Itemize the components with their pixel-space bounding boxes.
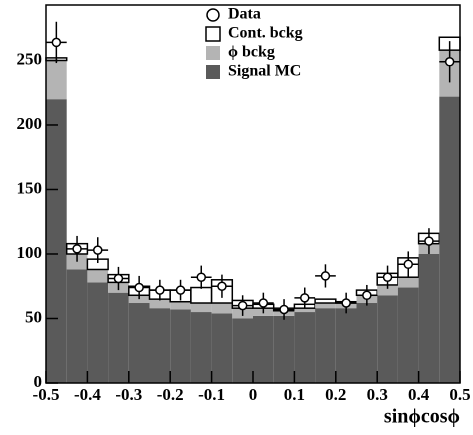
bar-segment [315, 308, 336, 383]
data-point [279, 304, 289, 315]
y-tick-label: 200 [17, 114, 43, 133]
y-tick-label: 50 [25, 307, 42, 326]
data-point [51, 37, 62, 48]
data-point [175, 285, 186, 295]
data-point [72, 244, 82, 254]
data-point [155, 285, 165, 295]
x-tick-label: -0.4 [74, 385, 101, 404]
x-tick-label: -0.2 [157, 385, 184, 404]
data-point [237, 300, 248, 311]
bar-segment [253, 315, 274, 383]
x-tick-label: 0.4 [408, 385, 430, 404]
data-point [424, 236, 434, 246]
data-point [113, 273, 124, 284]
data-point [217, 281, 227, 291]
data-point [196, 272, 206, 282]
legend-label: Signal MC [228, 63, 301, 80]
bar-segment [128, 303, 150, 383]
data-point [134, 282, 144, 293]
legend-label: ϕ bckg [228, 44, 275, 61]
bar-segment [46, 99, 67, 383]
bar-segment [211, 313, 233, 383]
legend-label: Cont. bckg [228, 25, 303, 42]
bar-segment [356, 303, 378, 383]
bar-segment [232, 318, 253, 383]
bar-segment [397, 287, 419, 383]
legend-swatch [205, 26, 221, 42]
bar-segment [335, 308, 357, 383]
bar-segment [190, 303, 212, 313]
bar-segment [377, 284, 398, 296]
data-point [258, 298, 269, 308]
bar-segment [170, 309, 191, 383]
y-tick-label: 150 [17, 178, 43, 197]
bar-segment [190, 312, 212, 383]
x-tick-label: 0.3 [367, 385, 388, 404]
bar-segment [170, 301, 191, 310]
bar-segment [439, 96, 460, 384]
x-tick-label: 0.2 [325, 385, 346, 404]
data-point [444, 57, 455, 67]
x-tick-label: 0 [249, 385, 258, 404]
bar-segment [211, 303, 233, 314]
bar-segment [46, 60, 67, 100]
bar-segment [294, 312, 316, 383]
bar-segment [108, 292, 129, 383]
x-tick-label: -0.5 [33, 385, 60, 404]
bar-segment [87, 282, 109, 383]
data-point [341, 298, 351, 308]
y-tick-label: 250 [17, 49, 43, 68]
bar-segment [315, 303, 336, 309]
x-tick-label: 0.5 [449, 385, 470, 404]
bar-segment [87, 269, 109, 283]
data-point [382, 272, 393, 282]
y-tick-label: 0 [34, 372, 43, 391]
bar-segment [149, 308, 171, 383]
x-tick-label: -0.1 [198, 385, 225, 404]
bar-segment [397, 277, 419, 288]
bar-segment [294, 308, 316, 313]
legend-swatch [206, 46, 220, 60]
y-tick-label: 100 [17, 243, 43, 262]
x-tick-label: -0.3 [115, 385, 142, 404]
data-point [93, 245, 103, 255]
legend-swatch [206, 65, 220, 79]
bar-segment [66, 269, 88, 383]
legend-label: Data [228, 6, 261, 23]
data-point [362, 290, 372, 301]
legend-marker [206, 8, 220, 22]
bar-segment [190, 286, 213, 304]
bar-segment [377, 295, 398, 383]
bar-segment [314, 298, 337, 304]
data-point [320, 271, 331, 281]
bar-segment [149, 299, 171, 309]
x-axis-label: sinϕcosϕ [384, 406, 460, 428]
x-tick-label: 0.1 [284, 385, 305, 404]
data-point [300, 293, 310, 303]
data-point [403, 259, 413, 270]
bar-segment [418, 253, 440, 383]
bar-segment [273, 315, 295, 383]
